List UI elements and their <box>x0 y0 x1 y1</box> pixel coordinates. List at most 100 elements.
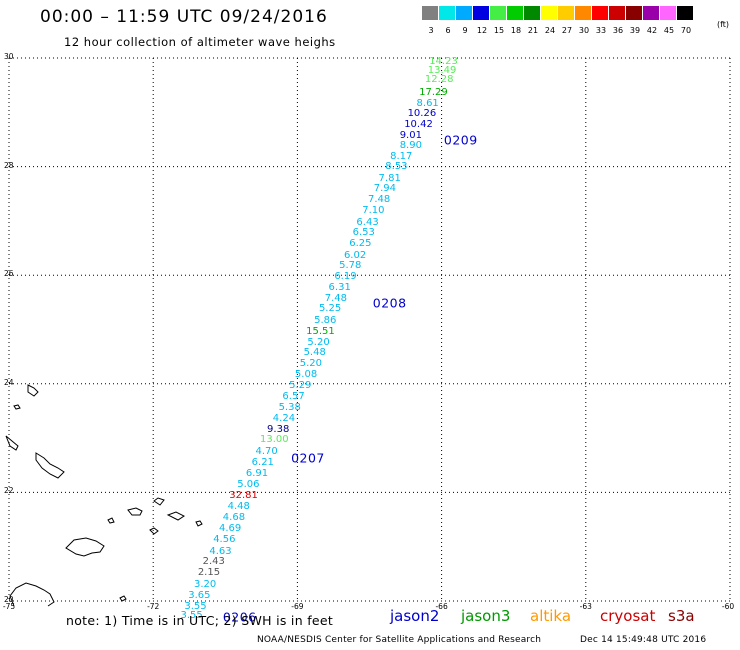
wave-height-value: 5.25 <box>318 303 342 315</box>
wave-height-value: 2.15 <box>197 567 221 579</box>
color-scale-unit: (ft) <box>717 20 730 29</box>
coastline-san-salvador <box>27 384 39 397</box>
color-scale-label: 9 <box>462 26 468 35</box>
footer-note: note: 1) Time is in UTC; 2) SWH is in fe… <box>66 613 334 628</box>
longitude-tick-label: -66 <box>435 602 448 611</box>
color-scale-swatch <box>575 6 591 20</box>
color-scale-label: 39 <box>629 26 641 35</box>
color-scale-label: 42 <box>646 26 658 35</box>
coastline-caicos <box>127 507 143 516</box>
color-scale-swatch <box>592 6 608 20</box>
color-scale-swatch <box>643 6 659 20</box>
latitude-tick-label: 30 <box>4 52 14 61</box>
wave-height-value: 6.43 <box>356 216 379 228</box>
wave-height-value: 8.53 <box>385 161 408 173</box>
coastline-small-island-4 <box>119 595 127 602</box>
timestamp-text: Dec 14 15:49:48 UTC 2016 <box>580 635 707 645</box>
longitude-tick-label: -60 <box>721 602 735 611</box>
graticule-grid <box>8 57 731 602</box>
color-scale-label: 33 <box>595 26 607 35</box>
wave-height-value: 6.19 <box>334 270 357 282</box>
color-scale-swatch <box>660 6 676 20</box>
color-scale-label: 21 <box>527 26 539 35</box>
wave-height-value: 10.26 <box>407 108 437 120</box>
wave-height-value: 12.28 <box>424 74 454 86</box>
credit-text: NOAA/NESDIS Center for Satellite Applica… <box>257 635 542 645</box>
color-scale-swatch <box>456 6 472 20</box>
wave-height-value: 4.48 <box>227 501 250 513</box>
wave-height-value: 4.24 <box>272 412 296 424</box>
color-scale-label: 30 <box>578 26 590 35</box>
wave-height-value: 6.91 <box>245 467 269 479</box>
coastline-mayaguana <box>166 511 185 521</box>
wave-height-value: 5.48 <box>303 346 326 358</box>
color-scale-label: 36 <box>612 26 624 35</box>
wave-height-value: 6.57 <box>282 391 305 403</box>
longitude-tick-label: -63 <box>579 602 592 611</box>
satellite-legend-jason2: jason2 <box>390 607 440 625</box>
color-scale-label: 45 <box>663 26 675 35</box>
wave-height-value: 6.21 <box>251 457 274 469</box>
wave-height-value: 6.25 <box>349 238 372 250</box>
longitude-tick-label: -69 <box>291 602 304 611</box>
wave-height-value: 4.63 <box>209 545 232 557</box>
latitude-tick-label: 20 <box>4 595 14 604</box>
wave-height-value: 5.06 <box>237 478 260 490</box>
color-scale-swatch <box>677 6 693 20</box>
pass-label: 0206 <box>222 609 257 625</box>
wave-height-value: 7.81 <box>378 173 401 185</box>
coastline-acklins <box>35 452 65 479</box>
color-scale-label: 6 <box>445 26 451 35</box>
wave-height-value: 13.49 <box>427 65 457 77</box>
wave-height-value: 5.29 <box>289 379 312 391</box>
wave-height-value: 8.17 <box>390 151 413 163</box>
wave-height-value: 5.86 <box>314 314 337 326</box>
coastline-hispaniola <box>9 582 55 607</box>
wave-height-value: 5.78 <box>339 259 362 271</box>
wave-height-value: 14.23 <box>429 55 458 67</box>
wave-height-value: 4.70 <box>255 445 278 457</box>
color-scale-swatch <box>422 6 438 20</box>
color-scale-swatch <box>541 6 557 20</box>
wave-height-value: 9.01 <box>399 129 422 141</box>
wave-height-value: 7.48 <box>367 194 391 206</box>
color-scale-swatch <box>626 6 642 20</box>
wave-height-value: 10.42 <box>404 119 433 131</box>
coastline-inagua <box>65 537 105 557</box>
color-scale-label: 24 <box>544 26 556 35</box>
color-scale-label: 15 <box>493 26 505 35</box>
satellite-legend-jason3: jason3 <box>461 607 511 625</box>
color-scale-label: 12 <box>476 26 488 35</box>
color-scale-swatch <box>473 6 489 20</box>
pass-label: 0207 <box>291 450 325 466</box>
longitude-tick-label: -75 <box>2 602 16 611</box>
coastline-small-island-1 <box>107 517 115 524</box>
color-scale-swatch <box>609 6 625 20</box>
latitude-tick-label: 28 <box>4 160 14 170</box>
satellite-legend-altika: altika <box>530 607 572 625</box>
wave-height-value: 7.94 <box>373 182 397 194</box>
coastline-small-island-3 <box>13 404 21 410</box>
wave-height-value: 3.65 <box>188 589 211 601</box>
coastline-long-island <box>5 435 19 451</box>
wave-height-value: 7.10 <box>362 205 385 217</box>
latitude-tick-label: 24 <box>4 377 14 387</box>
coastline-turks <box>153 497 165 506</box>
wave-height-value: 6.31 <box>328 282 351 294</box>
wave-height-value: 3.20 <box>193 578 217 590</box>
land-outlines <box>5 384 203 607</box>
wave-height-value: 4.69 <box>218 523 242 535</box>
color-scale-label: 70 <box>680 26 692 35</box>
map-title: 00:00 – 11:59 UTC 09/24/2016 <box>40 7 328 27</box>
longitude-tick-label: -72 <box>147 602 160 611</box>
satellite-legend-s3a: s3a <box>668 607 695 625</box>
wave-height-value: 17.29 <box>419 87 448 99</box>
color-scale-label: 27 <box>561 26 573 35</box>
color-scale-swatch <box>490 6 506 20</box>
wave-height-value: 15.51 <box>306 325 335 337</box>
wave-height-value: 4.56 <box>213 534 236 546</box>
wave-height-value: 8.61 <box>416 98 439 110</box>
color-scale-label: 3 <box>428 26 434 35</box>
latitude-tick-label: 22 <box>4 486 14 496</box>
